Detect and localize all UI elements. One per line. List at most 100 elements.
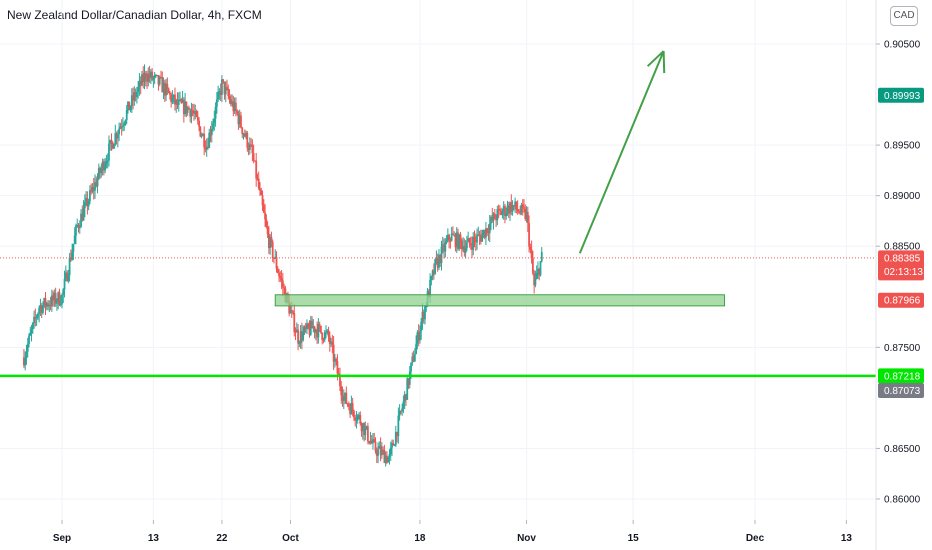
candle-body [209,132,212,136]
candle [460,238,463,257]
candle [347,401,350,411]
candle [411,352,414,366]
candle [435,250,438,265]
candle [252,144,255,164]
candle [488,215,491,242]
candle [39,298,42,317]
candle-body [446,234,449,241]
candle [462,237,464,252]
candle [172,94,175,104]
candle-body [355,419,358,421]
candle-body [520,204,523,213]
candle-body [382,449,385,451]
candle [186,106,189,116]
currency-button[interactable]: CAD [890,6,918,26]
candle [518,208,520,214]
candle [122,117,124,132]
candle-body [493,213,496,219]
price-tag-bg [878,292,924,308]
candle-body [535,272,538,279]
candle-body [73,235,76,244]
candle [378,441,381,449]
candle [506,200,509,216]
candle-body [45,303,48,307]
candle [114,124,117,147]
candle-body [326,330,329,333]
price-tag-bg [878,383,924,399]
candle [422,309,425,324]
candle-body [460,240,463,250]
candle-body [459,234,462,241]
candle-body [354,417,357,421]
candle [66,270,68,282]
candle [314,328,317,341]
candle [491,207,494,224]
candle [176,92,179,109]
candle-body [350,403,353,415]
candle-body [490,216,492,224]
projection-arrow[interactable] [578,50,666,254]
candle-body [330,341,332,344]
candle [205,138,208,157]
candle [407,377,410,389]
candle [143,64,146,90]
candle [399,410,402,415]
candle [108,135,110,167]
price-tag-gray: 0.87073 [878,383,924,399]
candle [89,185,91,205]
candle-body [540,251,543,262]
candle-body [31,322,34,330]
countdown-label: 02:13:13 [884,267,923,278]
candle-body [498,209,501,211]
candle-body [114,133,117,145]
candle-body [389,447,392,455]
candle-body [90,190,93,192]
candle [266,221,269,239]
candle-body [397,415,400,437]
candle [254,160,256,162]
candle-body [89,190,91,202]
candle [120,119,123,136]
candle-body [290,309,293,311]
candle-body [266,226,269,235]
candle-body [158,77,161,85]
candle-body [62,289,65,295]
candle-body [280,278,283,281]
candle [158,75,161,87]
candle [312,318,315,333]
candle [446,228,449,243]
candle [299,325,302,349]
candle-body [157,75,160,85]
candle-body [85,198,88,203]
candle [279,271,282,283]
price-axis: 0.90500 0.89500 0.89000 0.88500 0.87500 0.865… [876,40,921,506]
candle [509,201,511,222]
candle-body [333,359,336,362]
candle-body [226,86,228,89]
candle-body [257,178,260,189]
candle [207,137,209,150]
candle-body [294,332,297,334]
candle [255,152,258,187]
candle-body [353,410,355,418]
candle [271,239,274,262]
candle [304,322,307,334]
candle-body [412,356,415,362]
chart-grid [0,0,876,520]
candle [132,87,134,110]
candle-body [467,238,470,242]
candle-body [331,341,334,345]
candle [340,380,343,404]
candle [363,422,365,442]
candle-body [34,316,37,319]
candle [49,296,52,311]
support-zone[interactable] [274,294,726,307]
candle [155,73,157,78]
candle-body [377,448,379,456]
candle [444,237,447,258]
candle [359,411,362,426]
candle-body [336,361,339,374]
candle [94,174,96,199]
candle [356,414,359,424]
